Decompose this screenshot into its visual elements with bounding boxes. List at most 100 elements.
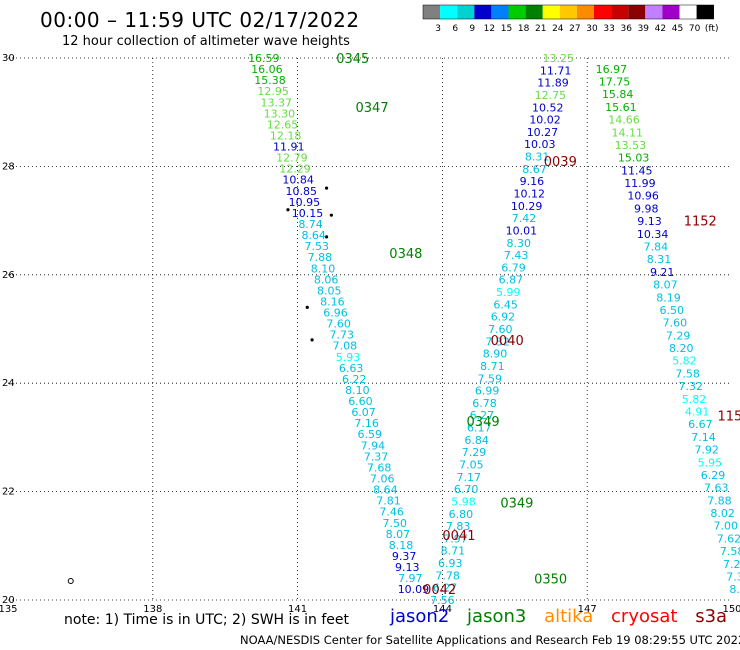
legend-label: (ft) xyxy=(705,24,719,34)
legend-swatch xyxy=(423,5,441,19)
pass-time-label: 0041 xyxy=(442,529,475,544)
wave-height-value: 6.84 xyxy=(464,434,489,447)
wave-height-value: 6.50 xyxy=(659,304,684,317)
map-subtitle: 12 hour collection of altimeter wave hei… xyxy=(62,34,350,49)
wave-height-value: 16.06 xyxy=(251,63,283,76)
wave-height-value: 8.90 xyxy=(483,348,508,361)
wave-height-value: 6.78 xyxy=(472,397,497,410)
wave-height-value: 12.75 xyxy=(535,89,567,102)
wave-height-value: 5.82 xyxy=(682,393,707,406)
wave-height-value: 11.91 xyxy=(273,141,305,154)
wave-height-value: 6.79 xyxy=(501,261,526,274)
legend-label: 15 xyxy=(501,24,512,34)
satellite-jason2: jason2 xyxy=(390,606,450,627)
wave-height-value: 15.84 xyxy=(602,88,634,101)
legend-swatch xyxy=(440,5,458,19)
legend-frame xyxy=(422,4,714,20)
wave-height-value: 7.84 xyxy=(644,241,669,254)
wave-height-value: 13.53 xyxy=(615,139,647,152)
island-marker xyxy=(310,338,314,342)
wave-height-value: 8.71 xyxy=(441,545,466,558)
wave-height-value: 6.93 xyxy=(438,557,463,570)
wave-height-value: 13.25 xyxy=(542,52,574,65)
wave-height-value: 6.27 xyxy=(433,582,458,595)
wave-height-value: 8.18 xyxy=(389,539,414,552)
wave-height-value: 10.09 xyxy=(398,583,430,596)
wave-height-value: 5.82 xyxy=(672,355,697,368)
wave-height-value: 7.14 xyxy=(691,431,716,444)
wave-height-value: 6.45 xyxy=(493,298,518,311)
x-tick-label: 150 xyxy=(722,604,740,615)
wave-height-value: 8.71 xyxy=(480,360,505,373)
map-title: 00:00 – 11:59 UTC 02/17/2022 xyxy=(40,8,360,32)
wave-height-value: 7.35 xyxy=(726,570,740,583)
wave-height-value: 8.67 xyxy=(522,163,547,176)
color-legend: 3 6 9 12 15 18 21 24 27 30 33 36 39 42 45 70 (ft) xyxy=(422,4,719,34)
pass-time-label: 0040 xyxy=(491,334,524,349)
wave-height-value: 17.75 xyxy=(599,76,631,89)
wave-height-value: 15.03 xyxy=(618,152,650,165)
legend-swatch xyxy=(508,5,526,19)
wave-height-value: 7.97 xyxy=(398,572,423,585)
wave-height-value: 7.53 xyxy=(305,240,330,253)
wave-height-value: 7.60 xyxy=(488,323,513,336)
wave-height-value: 8.64 xyxy=(373,484,398,497)
wave-height-value: 15.38 xyxy=(254,74,286,87)
y-tick-label: 28 xyxy=(2,161,15,172)
wave-height-value: 10.02 xyxy=(529,114,561,127)
wave-height-value: 8.02 xyxy=(710,507,735,520)
wave-height-value: 9.21 xyxy=(650,266,675,279)
legend-label: 24 xyxy=(552,24,564,34)
wave-height-value: 7.73 xyxy=(329,329,354,342)
wave-height-value: 6.67 xyxy=(688,418,713,431)
wave-height-value: 10.84 xyxy=(282,174,314,187)
wave-height-value: 10.96 xyxy=(627,190,659,203)
island-marker xyxy=(324,186,329,190)
wave-height-value: 7.16 xyxy=(354,417,379,430)
legend-swatch xyxy=(611,5,629,19)
island-marker xyxy=(286,208,290,212)
wave-height-value: 8.89 xyxy=(729,583,740,596)
wave-height-value: 7.92 xyxy=(694,444,719,457)
wave-height-value: 9.13 xyxy=(395,561,420,574)
wave-height-value: 11.45 xyxy=(621,164,653,177)
wave-height-value: 8.06 xyxy=(314,273,339,286)
wave-height-value: 7.05 xyxy=(459,459,484,472)
wave-height-value: 7.62 xyxy=(717,532,740,545)
wave-height-value: 7.08 xyxy=(333,340,358,353)
wave-height-value: 7.78 xyxy=(435,569,460,582)
wave-height-value: 10.29 xyxy=(511,200,543,213)
legend-swatch xyxy=(628,5,646,19)
pass-time-label: 1151 xyxy=(718,410,740,425)
wave-height-value: 14.66 xyxy=(608,114,640,127)
wave-height-value: 5.95 xyxy=(698,456,723,469)
wave-height-value: 7.00 xyxy=(714,520,739,533)
wave-height-value: 7.37 xyxy=(364,450,389,463)
pass-time-label: 1152 xyxy=(684,215,717,230)
map-grid: 135 138 141 144 147 150 20 22 24 26 28 30 xyxy=(0,53,740,615)
wave-height-value: 8.30 xyxy=(506,237,531,250)
x-tick-label: 141 xyxy=(288,604,307,615)
wave-height-value: 11.71 xyxy=(540,64,572,77)
wave-height-value: 7.17 xyxy=(456,471,481,484)
wave-height-value: 7.46 xyxy=(379,506,404,519)
island-marker xyxy=(305,305,309,309)
wave-height-value: 7.94 xyxy=(361,439,386,452)
legend-swatch xyxy=(559,5,577,19)
x-tick-label: 147 xyxy=(578,604,597,615)
legend-label: 30 xyxy=(586,24,598,34)
wave-height-value: 7.97 xyxy=(443,532,468,545)
legend-label: 6 xyxy=(452,24,458,34)
wave-height-value: 6.07 xyxy=(351,406,376,419)
x-tick-label: 144 xyxy=(433,604,452,615)
wave-height-value: 12.18 xyxy=(270,129,302,142)
legend-label: 42 xyxy=(655,24,666,34)
wave-height-value: 10.27 xyxy=(527,126,559,139)
legend-label: 18 xyxy=(518,24,530,34)
wave-height-value: 8.74 xyxy=(298,218,323,231)
legend-swatch xyxy=(594,5,612,19)
wave-height-value: 6.59 xyxy=(358,428,383,441)
land-features xyxy=(67,186,333,585)
legend-swatch xyxy=(542,5,560,19)
wave-height-value: 11.89 xyxy=(537,77,569,90)
